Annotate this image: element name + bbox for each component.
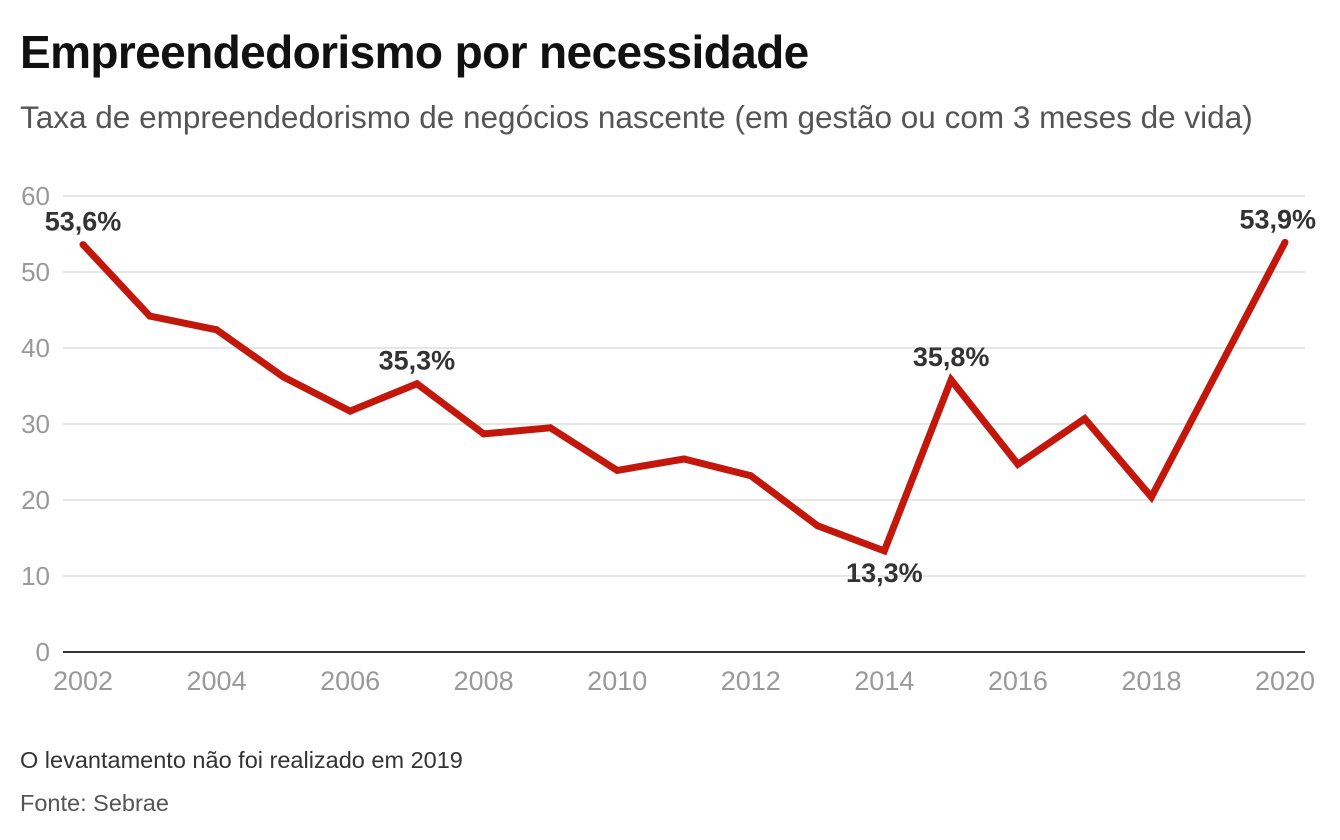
data-point xyxy=(279,373,287,381)
data-point xyxy=(1081,415,1089,423)
data-point xyxy=(413,380,421,388)
x-tick-label: 2014 xyxy=(854,666,914,696)
data-label: 53,9% xyxy=(1239,204,1316,234)
data-label: 35,3% xyxy=(379,346,456,376)
gridlines xyxy=(63,195,1305,653)
data-label: 13,3% xyxy=(846,558,923,588)
x-tick-label: 2010 xyxy=(587,666,647,696)
y-axis-tick-labels: 0 10 20 30 40 50 60 xyxy=(21,181,50,667)
y-tick-label: 30 xyxy=(21,409,50,439)
data-point xyxy=(79,241,87,249)
data-label: 35,8% xyxy=(913,342,990,372)
data-labels: 53,6% 35,3% 13,3% 35,8% 53,9% xyxy=(45,204,1316,588)
data-point xyxy=(814,522,822,530)
data-point xyxy=(1281,238,1289,246)
data-point xyxy=(613,466,621,474)
data-point xyxy=(480,430,488,438)
series-line xyxy=(80,240,1289,556)
data-point xyxy=(146,312,154,320)
source-note: Fonte: Sebrae xyxy=(20,790,169,816)
y-tick-label: 0 xyxy=(36,637,50,667)
chart-title: Empreendedorismo por necessidade xyxy=(20,26,809,78)
x-tick-label: 2020 xyxy=(1255,666,1315,696)
x-axis-tick-labels: 2002 2004 2006 2008 2010 2012 2014 2016 2018 2020 xyxy=(53,666,1315,696)
series-lines xyxy=(80,240,1289,556)
data-point xyxy=(1014,460,1022,468)
data-point xyxy=(346,407,354,415)
data-point xyxy=(947,376,955,384)
y-tick-label: 60 xyxy=(21,181,50,211)
y-tick-label: 10 xyxy=(21,561,50,591)
data-point xyxy=(680,455,688,463)
y-tick-label: 50 xyxy=(21,257,50,287)
data-point xyxy=(880,547,888,555)
chart-subtitle: Taxa de empreendedorismo de negócios nas… xyxy=(20,99,1253,135)
data-point xyxy=(1147,493,1155,501)
y-tick-label: 40 xyxy=(21,333,50,363)
x-tick-label: 2018 xyxy=(1121,666,1181,696)
data-point xyxy=(546,424,554,432)
x-tick-label: 2016 xyxy=(988,666,1048,696)
x-tick-label: 2008 xyxy=(454,666,514,696)
x-tick-label: 2006 xyxy=(320,666,380,696)
x-tick-label: 2002 xyxy=(53,666,113,696)
y-tick-label: 20 xyxy=(21,485,50,515)
footnote: O levantamento não foi realizado em 2019 xyxy=(20,747,463,773)
data-point xyxy=(747,472,755,480)
x-tick-label: 2004 xyxy=(187,666,247,696)
data-label: 53,6% xyxy=(45,207,122,237)
data-points xyxy=(79,238,1289,555)
data-point xyxy=(213,326,221,334)
x-tick-label: 2012 xyxy=(721,666,781,696)
